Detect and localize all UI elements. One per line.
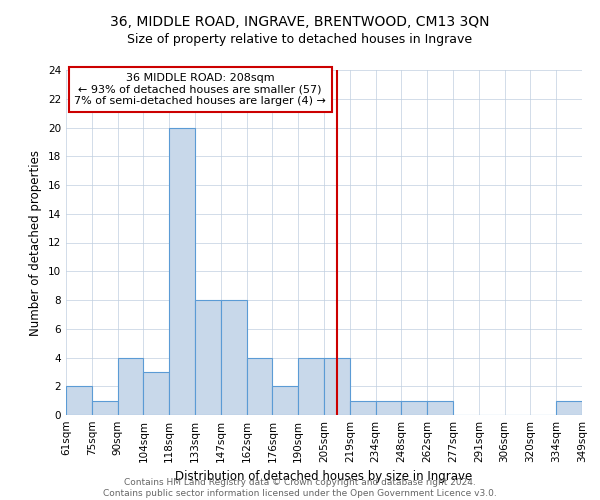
Text: 36 MIDDLE ROAD: 208sqm
← 93% of detached houses are smaller (57)
7% of semi-deta: 36 MIDDLE ROAD: 208sqm ← 93% of detached… bbox=[74, 73, 326, 106]
Bar bbox=[401, 400, 427, 415]
Bar bbox=[247, 358, 272, 415]
Bar bbox=[350, 400, 376, 415]
Bar bbox=[221, 300, 247, 415]
Bar bbox=[195, 300, 221, 415]
Bar bbox=[298, 358, 324, 415]
Bar bbox=[169, 128, 195, 415]
Bar bbox=[376, 400, 401, 415]
Bar bbox=[92, 400, 118, 415]
Text: Size of property relative to detached houses in Ingrave: Size of property relative to detached ho… bbox=[127, 32, 473, 46]
Text: Contains HM Land Registry data © Crown copyright and database right 2024.
Contai: Contains HM Land Registry data © Crown c… bbox=[103, 478, 497, 498]
Text: 36, MIDDLE ROAD, INGRAVE, BRENTWOOD, CM13 3QN: 36, MIDDLE ROAD, INGRAVE, BRENTWOOD, CM1… bbox=[110, 15, 490, 29]
Bar bbox=[143, 372, 169, 415]
Bar bbox=[66, 386, 92, 415]
X-axis label: Distribution of detached houses by size in Ingrave: Distribution of detached houses by size … bbox=[175, 470, 473, 484]
Bar bbox=[118, 358, 143, 415]
Bar bbox=[427, 400, 453, 415]
Bar bbox=[556, 400, 582, 415]
Bar bbox=[272, 386, 298, 415]
Y-axis label: Number of detached properties: Number of detached properties bbox=[29, 150, 43, 336]
Bar bbox=[324, 358, 350, 415]
